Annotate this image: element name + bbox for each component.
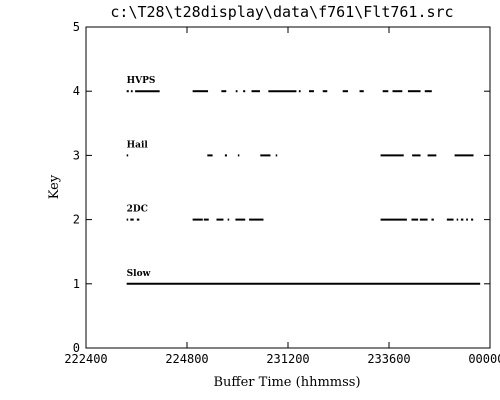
y-tick-label: 3	[73, 148, 80, 162]
series-label: Slow	[127, 269, 151, 279]
series-label: HVPS	[127, 76, 156, 86]
y-tick-label: 4	[73, 84, 80, 98]
y-tick-label: 2	[73, 213, 80, 227]
series-hvps: HVPS	[126, 76, 432, 93]
x-tick-label: 233600	[367, 352, 410, 366]
axis-ticks: 222400224800231200233600000000012345	[64, 20, 500, 366]
x-tick-label: 224800	[165, 352, 208, 366]
x-tick-label: 222400	[64, 352, 107, 366]
series-2dc: 2DC	[126, 205, 474, 221]
data-series: Slow 2DC Hail HVPS	[126, 76, 481, 285]
y-tick-label: 5	[73, 20, 80, 34]
chart-title: c:\T28\t28display\data\f761\Flt761.src	[110, 3, 453, 21]
series-hail: Hail	[126, 140, 474, 157]
plot-frame	[85, 26, 491, 349]
y-axis-label: Key	[47, 174, 62, 199]
series-label: 2DC	[127, 205, 148, 215]
y-tick-label: 0	[73, 341, 80, 355]
x-axis-label: Buffer Time (hhmmss)	[213, 375, 360, 390]
y-tick-label: 1	[73, 277, 80, 291]
series-slow: Slow	[126, 269, 481, 285]
x-tick-label: 231200	[266, 352, 309, 366]
series-label: Hail	[127, 140, 149, 150]
